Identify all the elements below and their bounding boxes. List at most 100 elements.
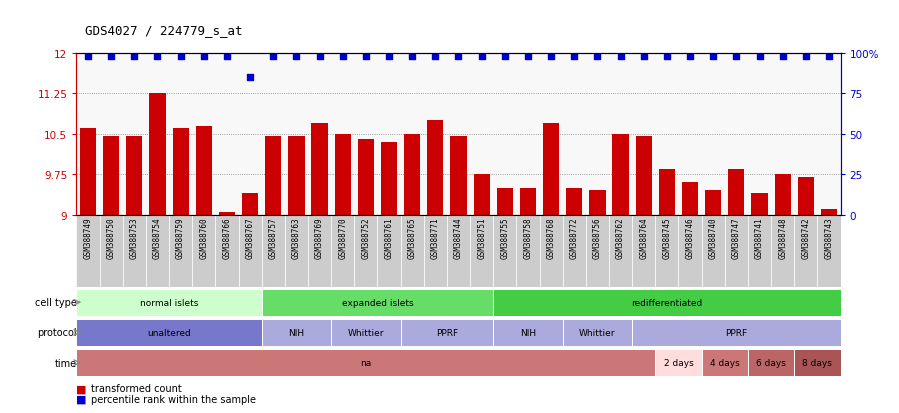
Bar <box>679 215 701 287</box>
Bar <box>149 94 165 215</box>
Text: 2 days: 2 days <box>663 358 693 367</box>
Bar <box>539 215 563 287</box>
Point <box>127 54 141 60</box>
Bar <box>103 137 120 215</box>
Bar <box>450 137 467 215</box>
Text: 8 days: 8 days <box>803 358 832 367</box>
Bar <box>262 215 285 287</box>
Bar <box>632 215 655 287</box>
Point <box>359 54 373 60</box>
Text: GSM388770: GSM388770 <box>338 217 347 259</box>
Bar <box>748 215 771 287</box>
Bar <box>308 215 331 287</box>
Bar <box>701 215 725 287</box>
Bar <box>470 215 494 287</box>
Bar <box>76 319 262 346</box>
Point <box>219 54 234 60</box>
Text: Whittier: Whittier <box>348 328 384 337</box>
Bar <box>262 289 494 316</box>
Bar <box>612 135 628 215</box>
Text: GSM388763: GSM388763 <box>292 217 301 259</box>
Bar <box>563 215 586 287</box>
Bar <box>146 215 169 287</box>
Point <box>335 54 350 60</box>
Point <box>81 54 95 60</box>
Bar <box>817 215 841 287</box>
Text: time: time <box>54 358 76 368</box>
Bar <box>123 215 146 287</box>
Bar <box>775 175 791 215</box>
Text: ■: ■ <box>76 383 87 393</box>
Bar <box>705 191 721 215</box>
Text: GSM388760: GSM388760 <box>200 217 209 259</box>
Text: transformed count: transformed count <box>91 383 182 393</box>
Point <box>197 54 211 60</box>
Bar <box>76 215 100 287</box>
Point <box>243 75 257 81</box>
Bar <box>725 215 748 287</box>
Point <box>451 54 466 60</box>
Bar <box>76 349 655 376</box>
Point <box>613 54 628 60</box>
Text: NIH: NIH <box>520 328 536 337</box>
Point <box>312 54 326 60</box>
Bar <box>404 135 421 215</box>
Bar <box>331 215 354 287</box>
Text: GSM388771: GSM388771 <box>431 217 440 259</box>
Point <box>706 54 720 60</box>
Point <box>567 54 582 60</box>
Text: 6 days: 6 days <box>756 358 786 367</box>
Point <box>822 54 836 60</box>
Bar <box>494 319 563 346</box>
Bar <box>659 169 675 215</box>
Text: redifferentiated: redifferentiated <box>631 298 702 307</box>
Text: expanded islets: expanded islets <box>342 298 414 307</box>
Bar <box>682 183 699 215</box>
Bar <box>289 137 305 215</box>
Bar <box>794 349 841 376</box>
Point <box>683 54 698 60</box>
Text: PPRF: PPRF <box>436 328 458 337</box>
Bar <box>173 129 189 215</box>
Point <box>289 54 304 60</box>
Bar <box>632 319 841 346</box>
Bar <box>126 137 142 215</box>
Bar <box>497 188 513 215</box>
Text: GSM388766: GSM388766 <box>222 217 231 259</box>
Point <box>544 54 558 60</box>
Text: GSM388769: GSM388769 <box>315 217 324 259</box>
Text: ■: ■ <box>76 394 87 404</box>
Bar <box>586 215 609 287</box>
Bar <box>752 194 768 215</box>
Text: na: na <box>360 358 371 367</box>
Text: GSM388745: GSM388745 <box>663 217 672 259</box>
Text: GDS4027 / 224779_s_at: GDS4027 / 224779_s_at <box>85 24 243 37</box>
Text: percentile rank within the sample: percentile rank within the sample <box>91 394 256 404</box>
Bar <box>216 215 238 287</box>
Bar <box>285 215 308 287</box>
Point <box>798 54 813 60</box>
Point <box>405 54 419 60</box>
Bar <box>636 137 652 215</box>
Bar <box>494 289 841 316</box>
Text: GSM388751: GSM388751 <box>477 217 486 259</box>
Bar <box>401 319 494 346</box>
Bar <box>794 215 817 287</box>
Bar <box>381 142 397 215</box>
Point <box>475 54 489 60</box>
Bar <box>311 123 327 215</box>
Text: GSM388748: GSM388748 <box>779 217 788 259</box>
Text: normal islets: normal islets <box>140 298 198 307</box>
Bar <box>238 215 262 287</box>
Text: GSM388768: GSM388768 <box>547 217 556 259</box>
Point <box>498 54 512 60</box>
Text: GSM388756: GSM388756 <box>593 217 602 259</box>
Point <box>150 54 165 60</box>
Text: GSM388762: GSM388762 <box>616 217 625 259</box>
Text: GSM388761: GSM388761 <box>385 217 394 259</box>
Text: GSM388758: GSM388758 <box>523 217 532 259</box>
Text: GSM388747: GSM388747 <box>732 217 741 259</box>
Bar <box>821 210 837 215</box>
Text: GSM388741: GSM388741 <box>755 217 764 259</box>
Bar <box>423 215 447 287</box>
